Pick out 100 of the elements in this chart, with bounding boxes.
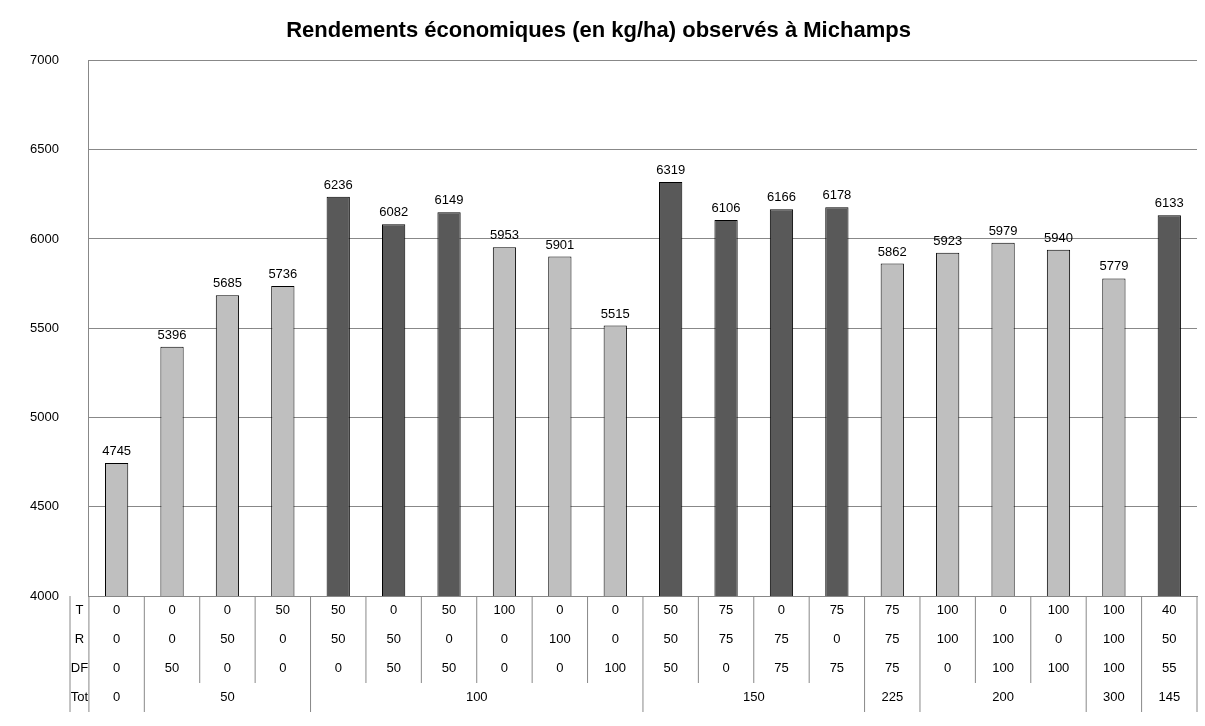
text: 100	[1047, 660, 1070, 676]
text: 0	[556, 660, 564, 676]
data-label: 5736	[268, 266, 298, 282]
text: 0	[279, 631, 287, 647]
y-tick-label: 6500	[30, 141, 59, 157]
x-tick-label: 75	[829, 602, 845, 618]
data-label: 5515	[600, 305, 630, 321]
text: 75	[885, 631, 900, 647]
text: 50	[331, 631, 346, 647]
x-tick-label: 50	[441, 602, 457, 618]
text: 75	[829, 660, 845, 676]
data-label: 5940	[1044, 229, 1073, 245]
data-label: 5862	[877, 243, 907, 259]
text: 0	[334, 660, 342, 676]
chart-title: Rendements économiques (en kg/ha) observés à Michamps	[286, 17, 911, 43]
text: 0	[279, 660, 287, 676]
text: 0	[1054, 631, 1063, 647]
text: 100	[549, 631, 571, 647]
y-tick-label: 4500	[30, 498, 59, 514]
text: 75	[885, 660, 900, 676]
data-label: 5953	[489, 227, 519, 243]
x-tick-label: 100	[493, 602, 516, 618]
text: 100	[1103, 631, 1125, 647]
data-label: 6082	[379, 204, 409, 220]
text: 100	[992, 660, 1014, 676]
text: 0	[113, 689, 121, 705]
data-label: 6236	[323, 176, 353, 192]
x-tick-label: 100	[936, 602, 959, 618]
text: 0	[833, 631, 841, 647]
text: 0	[500, 660, 509, 676]
y-tick-label: 6000	[30, 230, 59, 246]
text: T	[75, 602, 84, 618]
text: 50	[386, 631, 401, 647]
text: 50	[441, 660, 457, 676]
text: 100	[936, 631, 959, 647]
text: 75	[774, 660, 789, 676]
text: 150	[742, 689, 765, 705]
data-label: 5396	[157, 326, 187, 342]
text: 50	[386, 660, 401, 676]
data-label: 5923	[933, 232, 963, 248]
x-tick-label: 0	[556, 602, 564, 618]
text: 100	[1103, 660, 1125, 676]
x-tick-label: 100	[1047, 602, 1070, 618]
y-tick-label: 5000	[30, 409, 59, 425]
data-label: 6166	[767, 189, 796, 205]
text: 100	[604, 660, 627, 676]
data-label: 6178	[822, 187, 852, 203]
text: 0	[113, 660, 121, 676]
text: 0	[113, 631, 121, 647]
text: 50	[663, 631, 678, 647]
y-tick-label: 5500	[30, 319, 59, 335]
text: 50	[220, 689, 235, 705]
text: 0	[611, 631, 619, 647]
y-tick-label: 7000	[30, 51, 59, 67]
data-label: 5685	[212, 275, 242, 291]
text: 300	[1103, 689, 1125, 705]
data-label: 5901	[545, 236, 575, 252]
x-tick-label: 100	[1103, 602, 1125, 618]
text: R	[74, 631, 85, 647]
text: 0	[223, 660, 232, 676]
text: 55	[1162, 660, 1177, 676]
x-tick-label: 75	[885, 602, 900, 618]
y-tick-label: 4000	[30, 587, 59, 603]
x-tick-label: 0	[390, 602, 398, 618]
text: 0	[168, 631, 176, 647]
data-label: 5979	[988, 222, 1018, 238]
data-label: 6106	[711, 200, 741, 216]
x-tick-label: 0	[999, 602, 1007, 618]
text: 0	[944, 660, 952, 676]
x-tick-label: 0	[168, 602, 176, 618]
data-label: 4745	[102, 443, 132, 459]
text: 0	[500, 631, 509, 647]
text: 100	[992, 631, 1014, 647]
text: 225	[881, 689, 904, 705]
text: 75	[774, 631, 789, 647]
x-tick-label: 50	[275, 602, 291, 618]
x-tick-label: 0	[113, 602, 121, 618]
text: 50	[220, 631, 235, 647]
text: 100	[465, 689, 488, 705]
text: 50	[1162, 631, 1177, 647]
text: 145	[1158, 689, 1181, 705]
text: 75	[718, 631, 734, 647]
text: DF	[70, 660, 89, 676]
x-tick-label: 40	[1162, 602, 1177, 618]
text: 50	[663, 660, 678, 676]
text: 200	[992, 689, 1014, 705]
x-tick-label: 0	[611, 602, 619, 618]
text: 0	[445, 631, 453, 647]
text: 0	[722, 660, 730, 676]
data-label: 6149	[434, 192, 464, 208]
text: Tot	[70, 689, 89, 705]
x-tick-label: 50	[331, 602, 346, 618]
data-label: 6319	[656, 162, 686, 178]
x-tick-label: 0	[223, 602, 232, 618]
x-tick-label: 0	[777, 602, 786, 618]
x-tick-label: 50	[663, 602, 678, 618]
data-label: 6133	[1154, 195, 1184, 211]
data-label: 5779	[1099, 258, 1129, 274]
text: 50	[164, 660, 180, 676]
x-tick-label: 75	[718, 602, 734, 618]
